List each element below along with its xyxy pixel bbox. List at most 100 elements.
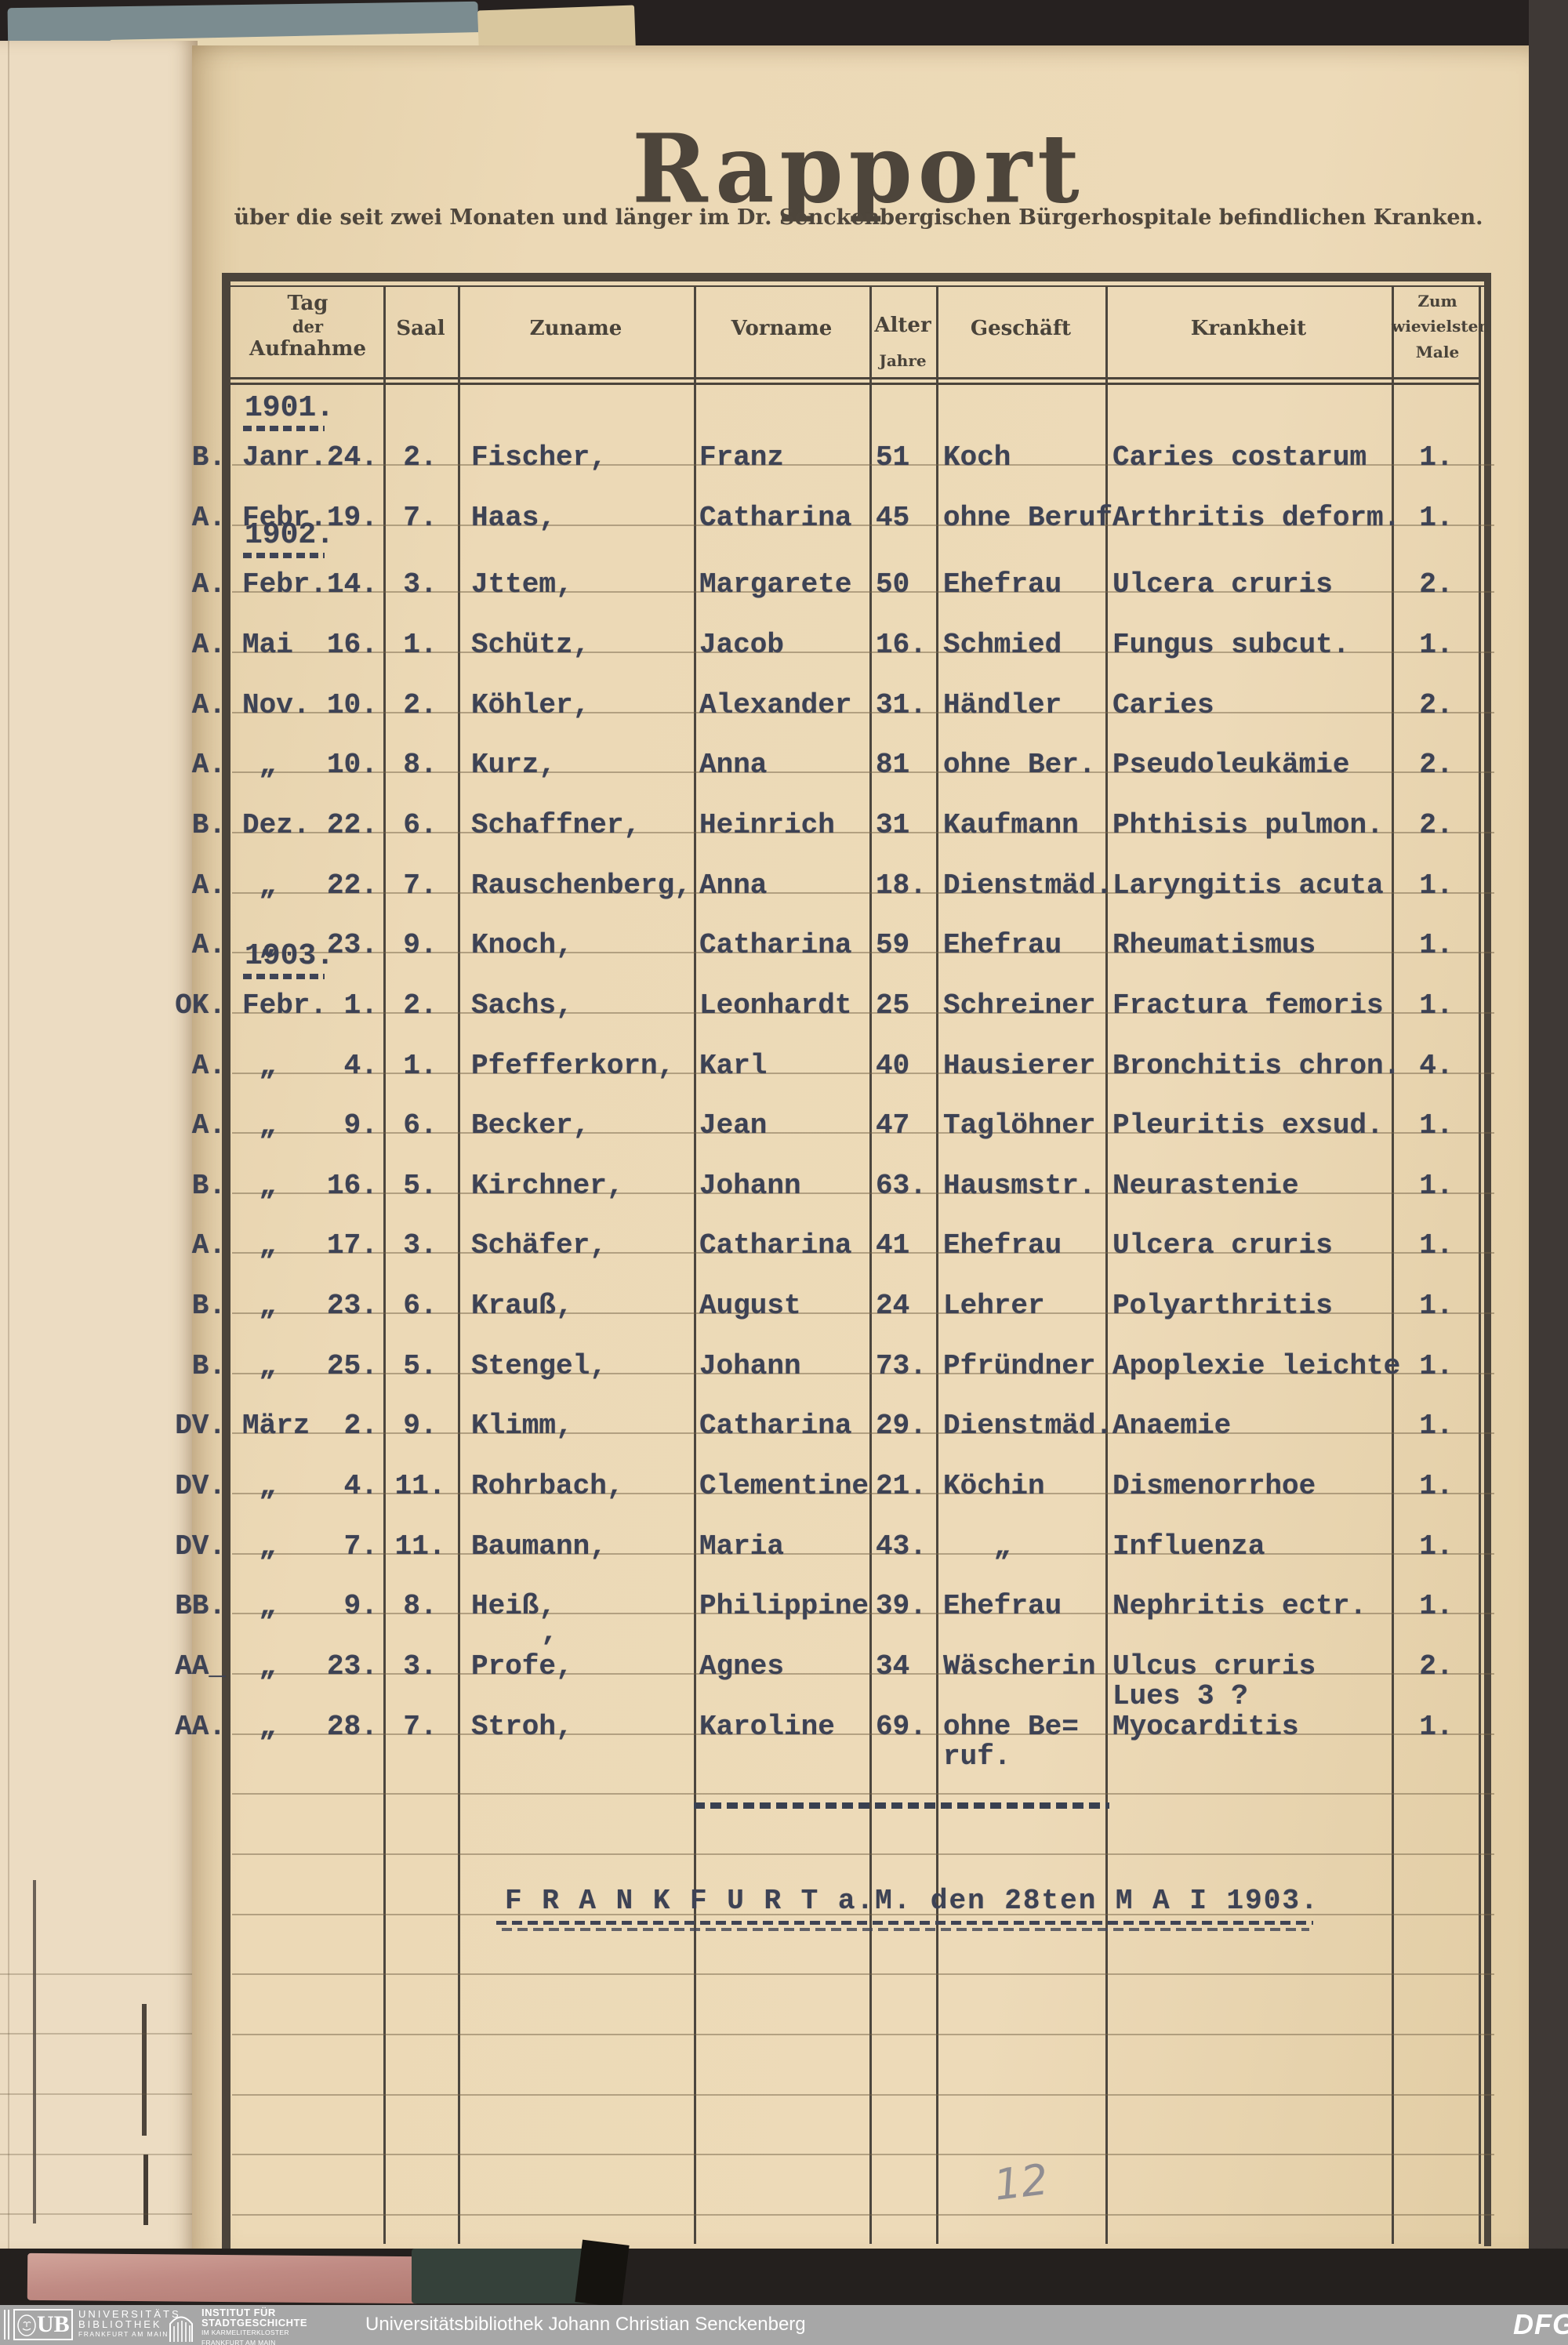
- cell-alter: 24: [876, 1290, 910, 1323]
- cell-saal: 1.: [403, 1049, 437, 1082]
- book-cover-corner: [412, 2249, 598, 2303]
- cell-aufnahme-date: Febr. 1.: [242, 989, 378, 1022]
- cell-alter: 25: [876, 989, 910, 1022]
- row-rule-line: [232, 1913, 1494, 1915]
- margin-letter: A.: [191, 628, 226, 661]
- margin-letter: A.: [191, 688, 226, 721]
- table-row: B. „ 16. 5. Kirchner, Johann 63. Hausmst…: [0, 1171, 1568, 1203]
- column-divider: [694, 287, 696, 2244]
- column-divider: [1105, 287, 1108, 2244]
- header-krankheit: Krankheit: [1190, 317, 1307, 340]
- cell-vorname: Franz: [699, 441, 785, 474]
- cell-alter: 69.: [876, 1710, 927, 1743]
- table-row: A. „ 10. 8. Kurz, Anna 81 ohne Ber. Pseu…: [0, 750, 1568, 782]
- cell-aufnahme-date: Nov. 10.: [242, 688, 378, 721]
- cell-krankheit: Ulcera cruris: [1112, 568, 1333, 601]
- cell-zuname: Baumann,: [471, 1530, 607, 1563]
- cell-krankheit: Bronchitis chron.: [1112, 1049, 1401, 1082]
- column-divider: [1392, 287, 1394, 2244]
- margin-letter: AA.: [175, 1710, 226, 1743]
- margin-letter: AA_: [175, 1650, 226, 1683]
- cell-zuname: Rohrbach,: [471, 1470, 624, 1503]
- cell-aufnahme-date: März 2.: [242, 1410, 378, 1443]
- table-row: BB. „ 9. 8. Heiß, Philippine 39. Ehefrau…: [0, 1592, 1568, 1623]
- cell-krankheit: Ulcera cruris: [1112, 1229, 1333, 1262]
- table-row: A. „ 22. 7. Rauschenberg, Anna 18. Diens…: [0, 869, 1568, 902]
- footer-dateline: F R A N K F U R T a.M. den 28ten M A I 1…: [505, 1885, 1319, 1917]
- header-male-wievielsten: wievielsten: [1392, 317, 1490, 336]
- cell-geschaeft: ohne Ber.: [943, 749, 1096, 782]
- cell-zuname: Schaffner,: [471, 808, 641, 841]
- margin-letter: DV.: [175, 1470, 226, 1503]
- cell-krankheit: Myocarditis: [1112, 1710, 1299, 1743]
- karmeliterkloster-arch-icon: [169, 2316, 193, 2342]
- cell-aufnahme-date: „ 22.: [242, 869, 378, 902]
- cell-vorname: Karoline: [699, 1710, 835, 1743]
- cell-male: 2.: [1419, 749, 1454, 782]
- row-rule-line: [232, 1673, 1494, 1675]
- margin-letter: B.: [191, 1169, 226, 1202]
- cell-vorname: Johann: [699, 1349, 801, 1382]
- library-credit-text: Universitätsbibliothek Johann Christian …: [365, 2314, 806, 2335]
- underlying-rule-line: [0, 2093, 230, 2095]
- year-label: 1902.: [245, 518, 335, 553]
- cell-geschaeft: Schmied: [943, 628, 1062, 661]
- table-row: A. Febr.19. 7. Haas, Catharina 45 ohne B…: [0, 503, 1568, 535]
- row-rule-line: [232, 831, 1494, 833]
- cell-geschaeft: Ehefrau: [943, 1590, 1062, 1623]
- cell-male: 1.: [1419, 1410, 1454, 1443]
- cell-krankheit: Caries: [1112, 688, 1214, 721]
- cell-geschaeft: Pfründner: [943, 1349, 1096, 1382]
- row-rule-line: [232, 2154, 1494, 2156]
- cell-vorname: August: [699, 1290, 801, 1323]
- margin-letter: A.: [191, 749, 226, 782]
- cell-saal: 7.: [403, 501, 437, 534]
- cell-geschaeft: Taglöhner: [943, 1109, 1096, 1142]
- year-label: 1903.: [245, 938, 335, 973]
- register-page-paper: [192, 45, 1530, 2254]
- dfg-logo: DFG: [1513, 2308, 1568, 2340]
- row-rule-line: [232, 711, 1494, 713]
- cell-aufnahme-date: „ 10.: [242, 749, 378, 782]
- cell-saal: 2.: [403, 989, 437, 1022]
- cell-male: 1.: [1419, 1530, 1454, 1563]
- underlying-rule-line: [0, 1973, 230, 1975]
- cell-alter: 59: [876, 929, 910, 962]
- ub-line: BIBLIOTHEK: [78, 2318, 162, 2330]
- cell-geschaeft: Lehrer: [943, 1290, 1045, 1323]
- page-title: Rapport: [632, 114, 1085, 225]
- cell-saal: 3.: [403, 1650, 437, 1683]
- table-row: A. „ 23. 9. Knoch, Catharina 59 Ehefrau …: [0, 931, 1568, 962]
- cell-vorname: Anna: [699, 869, 768, 902]
- header-underline: [230, 377, 1479, 379]
- margin-letter: A.: [191, 869, 226, 902]
- cell-saal: 2.: [403, 441, 437, 474]
- row-rule-line: [232, 952, 1494, 954]
- table-row: A. Mai 16. 1. Schütz, Jacob 16. Schmied …: [0, 630, 1568, 662]
- book-cover-shadow: [575, 2239, 630, 2308]
- cell-male: 1.: [1419, 1290, 1454, 1323]
- cell-aufnahme-date: „ 17.: [242, 1229, 378, 1262]
- cell-alter: 50: [876, 568, 910, 601]
- row-rule-line: [232, 1072, 1494, 1074]
- header-vorname: Vorname: [731, 317, 833, 340]
- table-border-top: [222, 273, 1491, 281]
- table-border-right-inner: [1479, 287, 1481, 2244]
- page-subtitle: über die seit zwei Monaten und länger im…: [234, 205, 1483, 230]
- cell-zuname: Sachs,: [471, 989, 573, 1022]
- cell-aufnahme-date: „ 9.: [242, 1590, 378, 1623]
- cell-male: 1.: [1419, 1590, 1454, 1623]
- row-rule-line: [232, 464, 1494, 466]
- cell-alter: 41: [876, 1229, 910, 1262]
- margin-letter: DV.: [175, 1410, 226, 1443]
- cell-vorname: Catharina: [699, 929, 852, 962]
- cell-krankheit: Caries costarum: [1112, 441, 1367, 474]
- row-rule-line: [232, 771, 1494, 774]
- cell-zuname: Köhler,: [471, 688, 590, 721]
- cell-saal: 11.: [394, 1470, 446, 1503]
- cell-zuname: Krauß,: [471, 1290, 573, 1323]
- typed-dashes: [243, 426, 325, 431]
- row-rule-line: [232, 1973, 1494, 1976]
- cell-vorname: Johann: [699, 1169, 801, 1202]
- cell-zuname: Kurz,: [471, 749, 557, 782]
